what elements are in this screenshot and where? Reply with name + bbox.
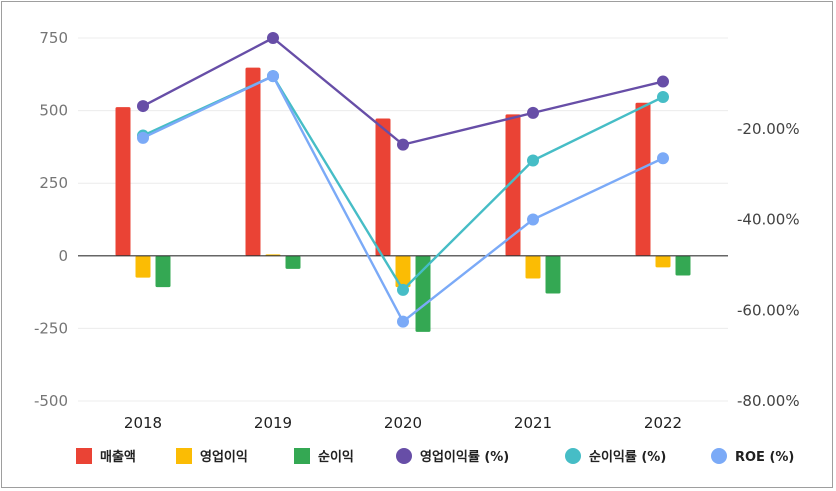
legend-swatch — [76, 448, 92, 464]
legend-swatch — [294, 448, 310, 464]
series-point — [657, 75, 669, 88]
left-tick-label: 0 — [58, 247, 68, 265]
right-tick-label: -20.00% — [737, 120, 800, 138]
x-tick-label: 2021 — [514, 414, 552, 432]
bar — [375, 118, 391, 256]
bar — [525, 255, 541, 279]
right-tick-label: -60.00% — [737, 301, 800, 319]
right-tick-label: -40.00% — [737, 211, 800, 229]
series-point — [527, 106, 539, 119]
legend-label: ROE (%) — [735, 450, 794, 465]
right-axis-ticks: -20.00% -40.00% -60.00% -80.00% — [737, 120, 800, 410]
x-tick-label: 2022 — [644, 414, 682, 432]
x-tick-label: 2019 — [254, 414, 292, 432]
series-line — [142, 36, 664, 146]
legend-swatch — [565, 448, 581, 464]
bar — [635, 102, 651, 256]
bar — [285, 255, 301, 269]
legend-swatch — [176, 448, 192, 464]
series-point — [527, 213, 539, 226]
bar — [395, 255, 411, 288]
left-tick-label: 250 — [39, 174, 68, 192]
bar — [655, 255, 671, 268]
gridlines — [78, 37, 728, 402]
bar — [155, 255, 171, 288]
left-axis-ticks: 750 500 250 0 -250 -500 — [34, 29, 68, 410]
left-tick-label: 750 — [39, 29, 68, 47]
bar — [135, 255, 151, 278]
series-point — [657, 90, 669, 103]
series-point — [397, 138, 409, 151]
series-point — [397, 315, 409, 328]
x-axis-ticks: 2018 2019 2020 2021 2022 — [124, 414, 682, 432]
series-point — [137, 131, 149, 144]
legend-label: 영업이익 — [200, 449, 248, 465]
x-tick-label: 2020 — [384, 414, 422, 432]
legend-label: 순이익률 (%) — [589, 449, 666, 465]
series-point — [137, 100, 149, 113]
bar — [415, 255, 431, 332]
bar — [675, 255, 691, 276]
left-tick-label: -500 — [34, 392, 68, 410]
legend-swatch — [396, 448, 412, 464]
bar — [115, 107, 131, 256]
left-tick-label: -250 — [34, 319, 68, 337]
bar — [545, 255, 561, 294]
x-tick-label: 2018 — [124, 414, 162, 432]
legend-label: 순이익 — [318, 449, 354, 465]
legend-swatch — [711, 448, 727, 464]
bar-series — [115, 67, 691, 332]
legend-label: 매출액 — [100, 449, 136, 465]
series-point — [527, 154, 539, 167]
line-series — [137, 32, 669, 328]
series-point — [267, 32, 279, 44]
legend-label: 영업이익률 (%) — [420, 449, 509, 465]
right-tick-label: -80.00% — [737, 392, 800, 410]
left-tick-label: 500 — [39, 102, 68, 120]
bar — [245, 67, 261, 256]
series-point — [657, 152, 669, 165]
bar — [505, 114, 521, 256]
legend: 매출액 영업이익 순이익 영업이익률 (%) 순이익률 (%) ROE (%) — [76, 448, 794, 465]
series-point — [267, 70, 279, 83]
series-point — [397, 283, 409, 296]
